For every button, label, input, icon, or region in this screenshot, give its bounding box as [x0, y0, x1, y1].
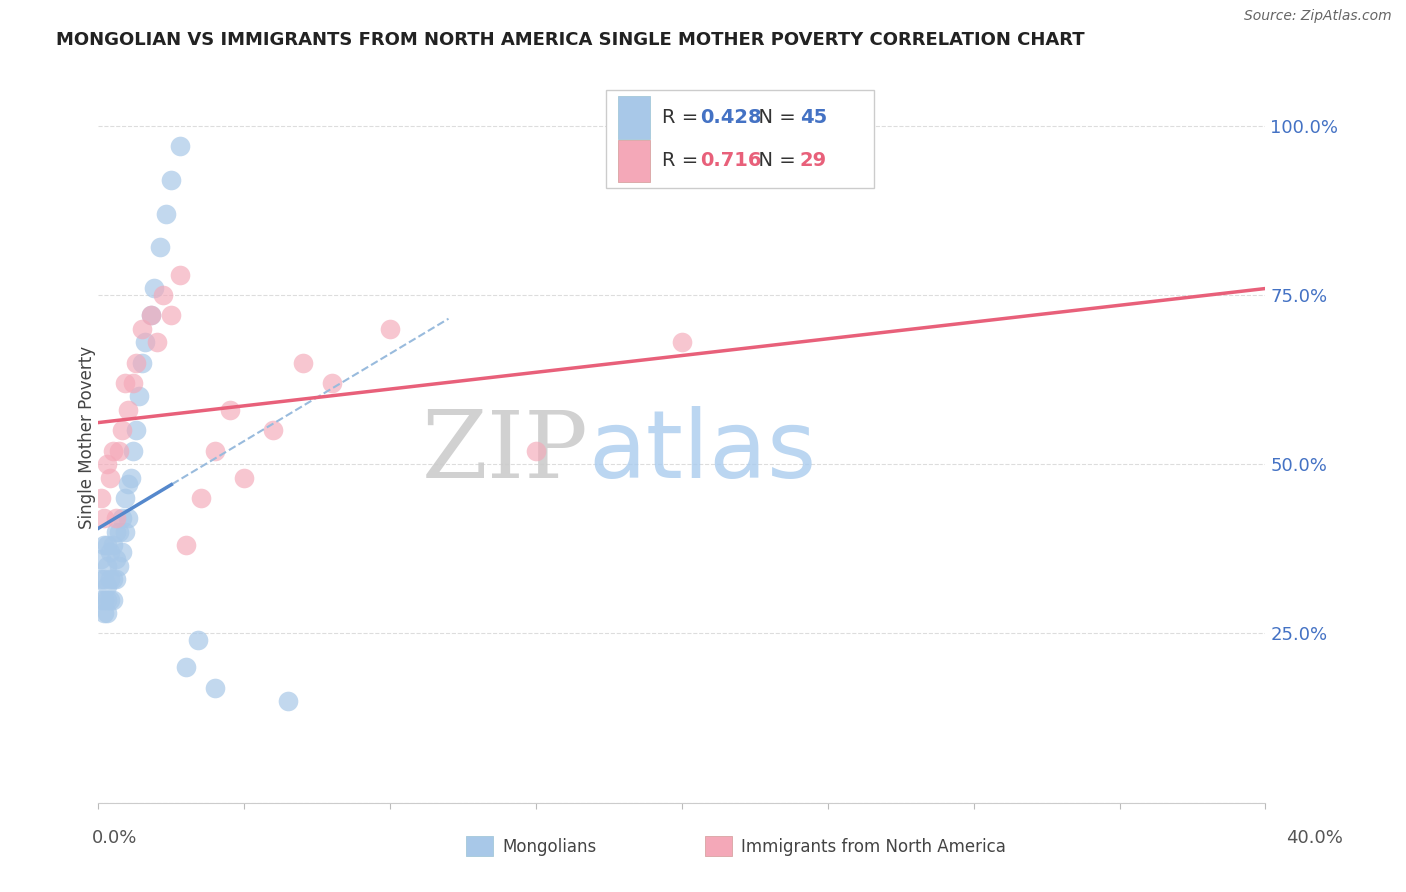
- Point: [108, 524, 131, 539]
- Point: [93, 511, 115, 525]
- Point: [101, 443, 124, 458]
- Point: [139, 308, 162, 322]
- Point: [125, 423, 148, 437]
- Text: 0.0%: 0.0%: [91, 829, 136, 847]
- Point: [90, 572, 112, 586]
- Bar: [465, 836, 494, 855]
- Point: [108, 558, 131, 573]
- Point: [524, 443, 547, 458]
- Text: 29: 29: [800, 152, 827, 170]
- Text: Mongolians: Mongolians: [502, 838, 596, 855]
- Point: [93, 538, 115, 552]
- Point: [190, 491, 212, 505]
- Point: [114, 491, 136, 505]
- Point: [90, 552, 112, 566]
- Point: [93, 592, 115, 607]
- Point: [671, 335, 693, 350]
- Point: [108, 443, 131, 458]
- Text: atlas: atlas: [589, 406, 817, 498]
- Point: [204, 443, 226, 458]
- Text: MONGOLIAN VS IMMIGRANTS FROM NORTH AMERICA SINGLE MOTHER POVERTY CORRELATION CHA: MONGOLIAN VS IMMIGRANTS FROM NORTH AMERI…: [56, 31, 1085, 49]
- Text: 40.0%: 40.0%: [1286, 829, 1343, 847]
- Point: [131, 322, 153, 336]
- Text: N =: N =: [747, 108, 801, 127]
- Point: [139, 308, 162, 322]
- Point: [96, 592, 118, 607]
- Point: [111, 511, 134, 525]
- Point: [291, 355, 314, 369]
- Point: [117, 477, 139, 491]
- Point: [204, 681, 226, 695]
- Text: R =: R =: [662, 108, 704, 127]
- Point: [98, 572, 121, 586]
- Point: [104, 511, 127, 525]
- Point: [120, 471, 142, 485]
- Text: ZIP: ZIP: [422, 407, 589, 497]
- Point: [174, 660, 197, 674]
- Point: [101, 538, 124, 552]
- Point: [117, 511, 139, 525]
- Point: [233, 471, 256, 485]
- Point: [169, 139, 191, 153]
- Point: [125, 355, 148, 369]
- Point: [111, 545, 134, 559]
- Text: Immigrants from North America: Immigrants from North America: [741, 838, 1005, 855]
- Point: [93, 572, 115, 586]
- Point: [152, 288, 174, 302]
- Point: [104, 524, 127, 539]
- Point: [174, 538, 197, 552]
- Point: [93, 606, 115, 620]
- Point: [114, 376, 136, 390]
- Point: [262, 423, 284, 437]
- Bar: [704, 836, 733, 855]
- Point: [96, 558, 118, 573]
- Point: [122, 443, 145, 458]
- Point: [114, 524, 136, 539]
- FancyBboxPatch shape: [617, 96, 651, 138]
- Point: [90, 491, 112, 505]
- Point: [169, 268, 191, 282]
- Point: [96, 457, 118, 471]
- Point: [101, 572, 124, 586]
- Point: [90, 592, 112, 607]
- Text: R =: R =: [662, 152, 704, 170]
- Point: [122, 376, 145, 390]
- Point: [101, 592, 124, 607]
- Point: [104, 572, 127, 586]
- Point: [98, 471, 121, 485]
- Point: [155, 206, 177, 220]
- Point: [128, 389, 150, 403]
- Text: Source: ZipAtlas.com: Source: ZipAtlas.com: [1244, 9, 1392, 23]
- Point: [160, 308, 183, 322]
- Text: N =: N =: [747, 152, 801, 170]
- Point: [134, 335, 156, 350]
- Point: [117, 403, 139, 417]
- Y-axis label: Single Mother Poverty: Single Mother Poverty: [79, 345, 96, 529]
- Point: [218, 403, 240, 417]
- Point: [96, 606, 118, 620]
- Point: [380, 322, 402, 336]
- Text: 0.428: 0.428: [700, 108, 762, 127]
- Point: [131, 355, 153, 369]
- FancyBboxPatch shape: [606, 90, 875, 188]
- Point: [104, 552, 127, 566]
- Text: 45: 45: [800, 108, 827, 127]
- Point: [98, 592, 121, 607]
- Point: [111, 423, 134, 437]
- FancyBboxPatch shape: [617, 139, 651, 182]
- Point: [187, 633, 209, 648]
- Point: [142, 281, 165, 295]
- Point: [321, 376, 343, 390]
- Point: [149, 240, 172, 254]
- Point: [146, 335, 169, 350]
- Point: [160, 172, 183, 186]
- Point: [98, 545, 121, 559]
- Text: 0.716: 0.716: [700, 152, 762, 170]
- Point: [96, 579, 118, 593]
- Point: [96, 538, 118, 552]
- Point: [277, 694, 299, 708]
